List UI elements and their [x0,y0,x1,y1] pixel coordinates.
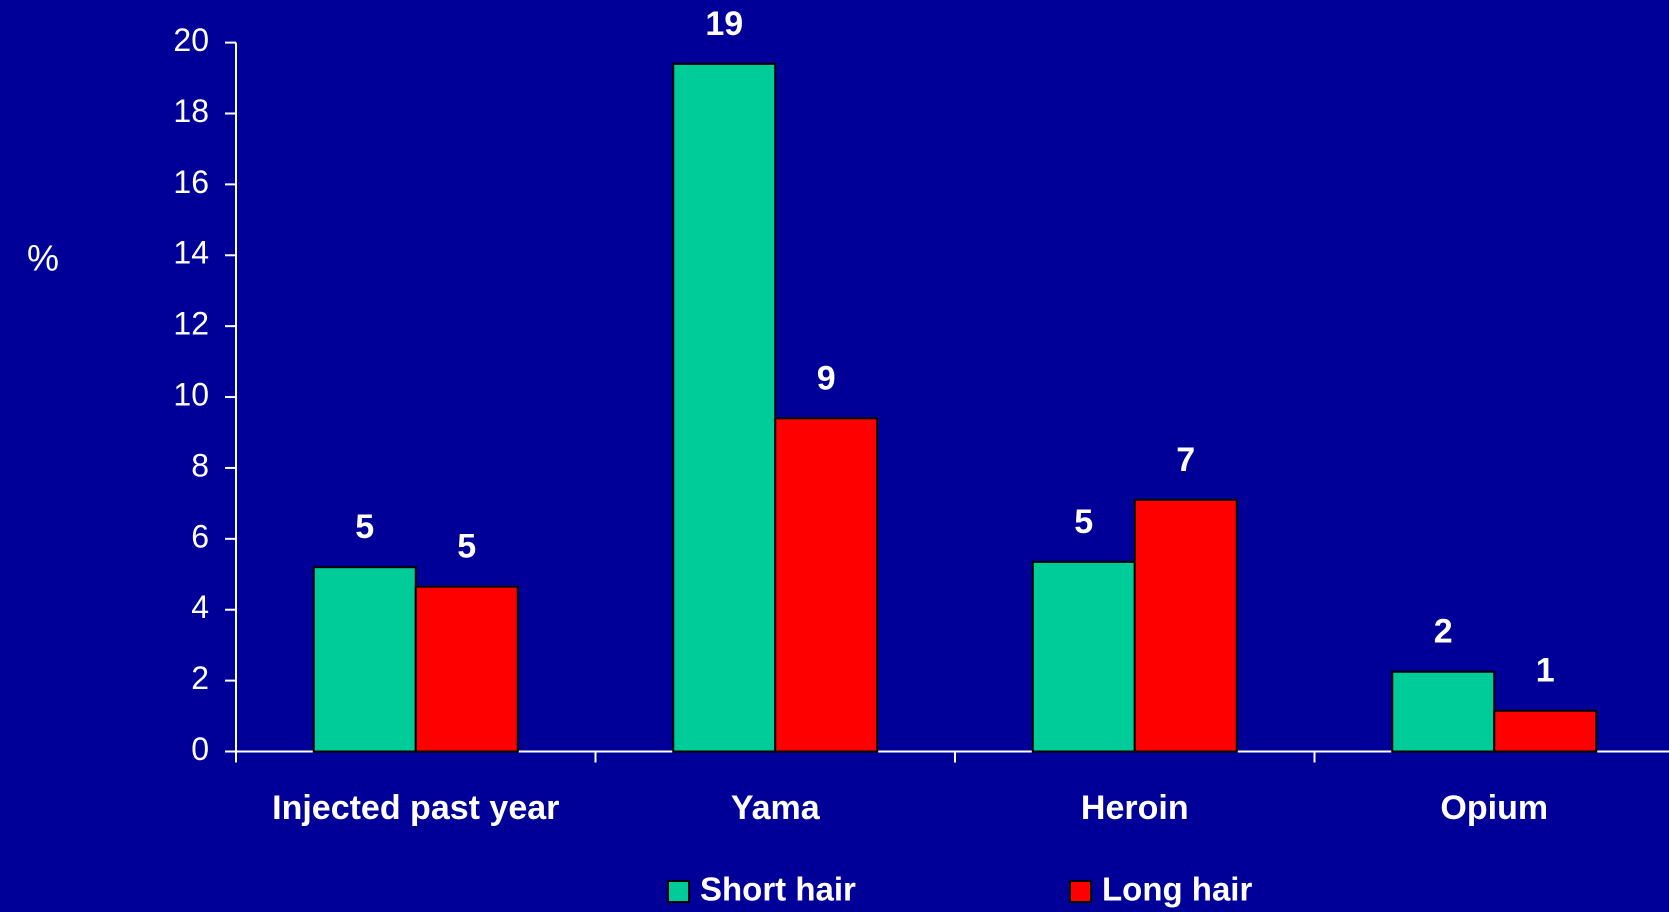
y-tick-label: 16 [173,164,209,200]
value-label: 2 [1434,613,1453,651]
bar [672,62,777,753]
value-label: 19 [705,5,743,43]
bar [774,417,879,753]
bar [312,566,417,753]
y-tick-label: 4 [191,589,209,625]
value-label: 1 [1536,652,1555,690]
bar [1133,498,1238,753]
legend-label: Long hair [1102,871,1252,908]
x-tick-label: Opium [1440,789,1548,827]
x-tick-label: Injected past year [272,789,559,827]
y-tick-label: 18 [173,93,209,129]
x-tick-label: Yama [731,789,821,827]
y-axis-label: % [27,238,59,279]
legend-swatch [667,880,690,903]
y-tick-label: 2 [191,660,209,696]
value-label: 5 [1074,503,1093,541]
value-label: 5 [457,528,476,566]
y-tick-label: 12 [173,306,209,342]
y-tick-label: 0 [191,731,209,767]
y-tick-label: 20 [173,22,209,58]
value-label: 5 [355,508,374,546]
x-tick-label: Heroin [1081,789,1189,827]
y-tick-label: 8 [191,447,209,483]
bar [414,585,519,753]
y-tick-label: 14 [173,235,209,271]
y-tick-label: 10 [173,377,209,413]
value-label: 7 [1176,441,1195,479]
bar [1493,709,1598,753]
y-tick-label: 6 [191,518,209,554]
bar [1031,560,1136,753]
legend-label: Short hair [700,871,856,908]
value-label: 9 [817,359,836,397]
legend-swatch [1069,880,1092,903]
bar [1391,670,1496,753]
